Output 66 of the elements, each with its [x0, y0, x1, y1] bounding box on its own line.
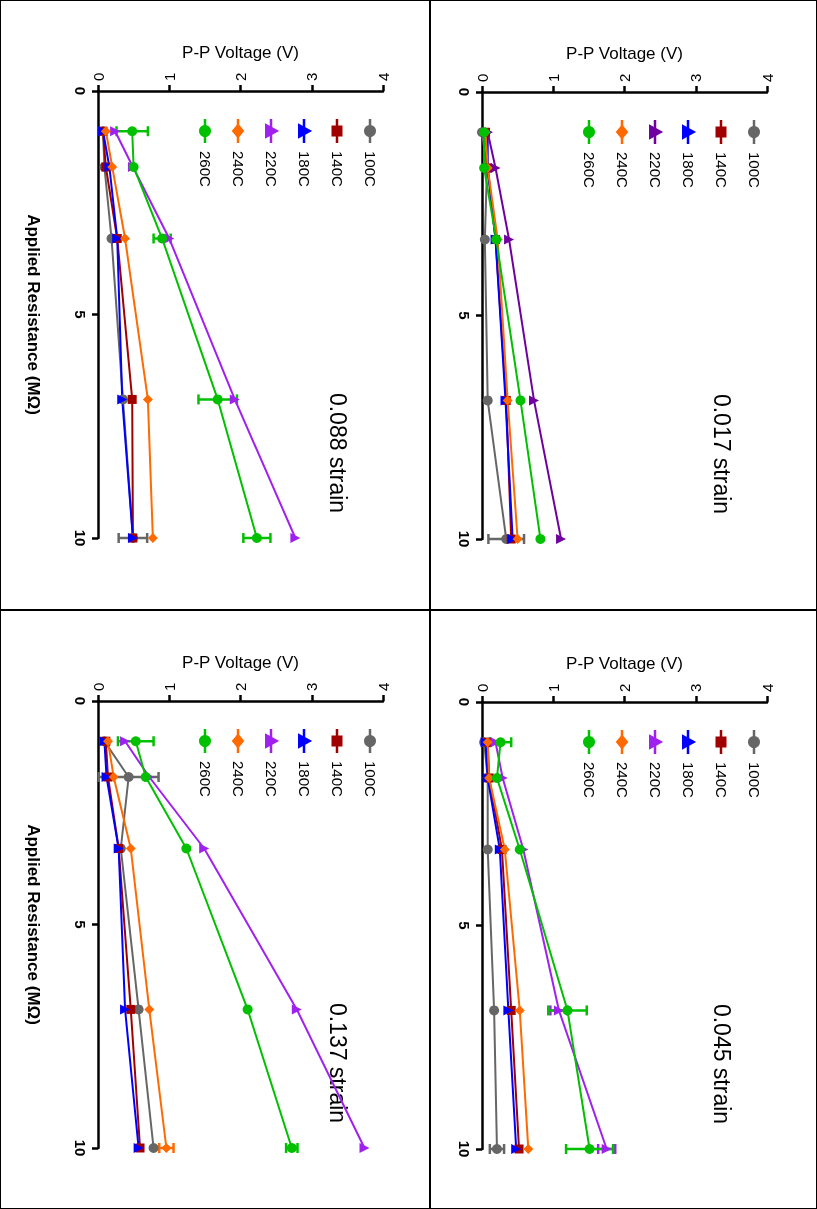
- x-tick-label: 2: [232, 682, 249, 691]
- y-axis-title: Applied Resistance (MΩ): [24, 214, 43, 415]
- annotation: 0.017 strain: [709, 393, 735, 515]
- y-tick-label: 5: [72, 310, 89, 319]
- y-tick-label: 10: [72, 529, 89, 547]
- x-tick-label: 2: [616, 73, 633, 82]
- x-tick-label: 3: [303, 682, 321, 691]
- x-tick-label: 2: [616, 683, 633, 692]
- legend-label: 140C: [328, 151, 346, 188]
- y-axis-title: Applied Resistance (MΩ): [24, 824, 43, 1025]
- x-tick-label: 4: [758, 683, 776, 692]
- y-tick-label: 0: [72, 86, 89, 96]
- legend-label: 180C: [679, 762, 697, 799]
- x-tick-label: 1: [160, 72, 178, 81]
- legend-label: 260C: [196, 761, 214, 798]
- annotation: 0.045 strain: [709, 1003, 735, 1125]
- legend-label: 180C: [679, 152, 697, 189]
- x-tick-label: 4: [758, 73, 776, 82]
- x-tick-label: 2: [232, 72, 249, 81]
- x-axis-title: P-P Voltage (V): [182, 653, 299, 672]
- x-tick-label: 1: [160, 682, 178, 691]
- x-tick-label: 1: [544, 683, 562, 692]
- legend-label: 220C: [262, 761, 280, 798]
- x-tick-label: 3: [687, 73, 705, 82]
- y-tick-label: 0: [456, 697, 473, 707]
- legend-label: 240C: [229, 151, 247, 188]
- legend-label: 260C: [580, 152, 598, 189]
- x-tick-label: 0: [89, 72, 107, 81]
- x-tick-label: 0: [89, 682, 107, 691]
- y-tick-label: 5: [456, 921, 473, 930]
- legend-label: 220C: [262, 151, 280, 188]
- annotation: 0.137 strain: [325, 1002, 351, 1124]
- x-axis-title: P-P Voltage (V): [182, 43, 299, 62]
- legend-label: 240C: [229, 761, 247, 798]
- y-tick-label: 10: [72, 1139, 89, 1157]
- x-tick-label: 0: [473, 683, 491, 692]
- legend-label: 260C: [580, 762, 598, 799]
- x-axis-title: P-P Voltage (V): [566, 44, 683, 63]
- x-tick-label: 3: [687, 683, 705, 692]
- y-tick-label: 10: [456, 530, 473, 548]
- y-tick-label: 0: [456, 87, 473, 97]
- legend-label: 220C: [646, 152, 664, 189]
- annotation: 0.088 strain: [325, 392, 351, 514]
- legend-label: 140C: [328, 761, 346, 798]
- legend-label: 240C: [613, 152, 631, 189]
- x-axis-title: P-P Voltage (V): [566, 654, 683, 673]
- x-tick-label: 3: [303, 72, 321, 81]
- legend-label: 100C: [361, 761, 379, 798]
- legend-label: 180C: [295, 761, 313, 798]
- legend-label: 100C: [745, 152, 763, 189]
- legend-label: 140C: [712, 762, 730, 799]
- x-tick-label: 4: [374, 682, 392, 691]
- legend-label: 220C: [646, 762, 664, 799]
- legend-label: 100C: [745, 762, 763, 799]
- legend-label: 260C: [196, 151, 214, 188]
- y-tick-label: 0: [72, 696, 89, 706]
- x-tick-label: 1: [544, 73, 562, 82]
- y-tick-label: 10: [456, 1140, 473, 1158]
- x-tick-label: 0: [473, 73, 491, 82]
- legend-label: 240C: [613, 762, 631, 799]
- legend-label: 100C: [361, 151, 379, 188]
- x-tick-label: 4: [374, 72, 392, 81]
- legend-label: 140C: [712, 152, 730, 189]
- y-tick-label: 5: [456, 311, 473, 320]
- y-tick-label: 5: [72, 920, 89, 929]
- legend-label: 180C: [295, 151, 313, 188]
